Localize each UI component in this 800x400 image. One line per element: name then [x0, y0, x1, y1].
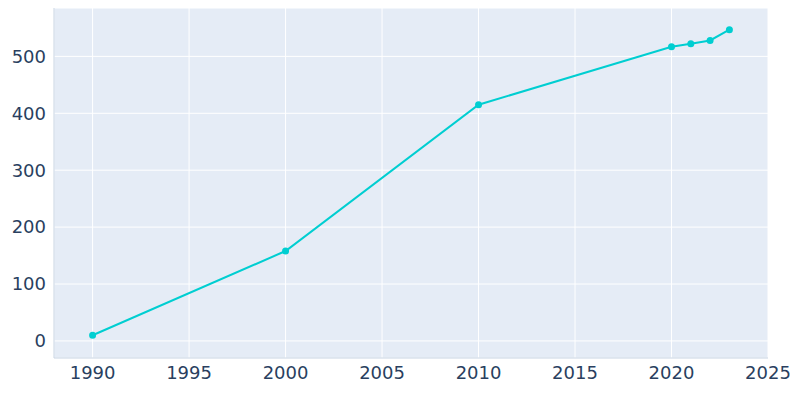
svg-text:2000: 2000 [263, 362, 309, 383]
svg-text:0: 0 [35, 330, 46, 351]
svg-text:200: 200 [12, 216, 46, 237]
svg-text:2015: 2015 [552, 362, 598, 383]
svg-text:1990: 1990 [70, 362, 116, 383]
svg-text:100: 100 [12, 273, 46, 294]
svg-text:2010: 2010 [456, 362, 502, 383]
svg-text:2025: 2025 [745, 362, 791, 383]
svg-text:300: 300 [12, 160, 46, 181]
svg-text:2020: 2020 [649, 362, 695, 383]
svg-text:2005: 2005 [359, 362, 405, 383]
svg-text:1995: 1995 [166, 362, 212, 383]
svg-text:400: 400 [12, 103, 46, 124]
svg-text:500: 500 [12, 46, 46, 67]
